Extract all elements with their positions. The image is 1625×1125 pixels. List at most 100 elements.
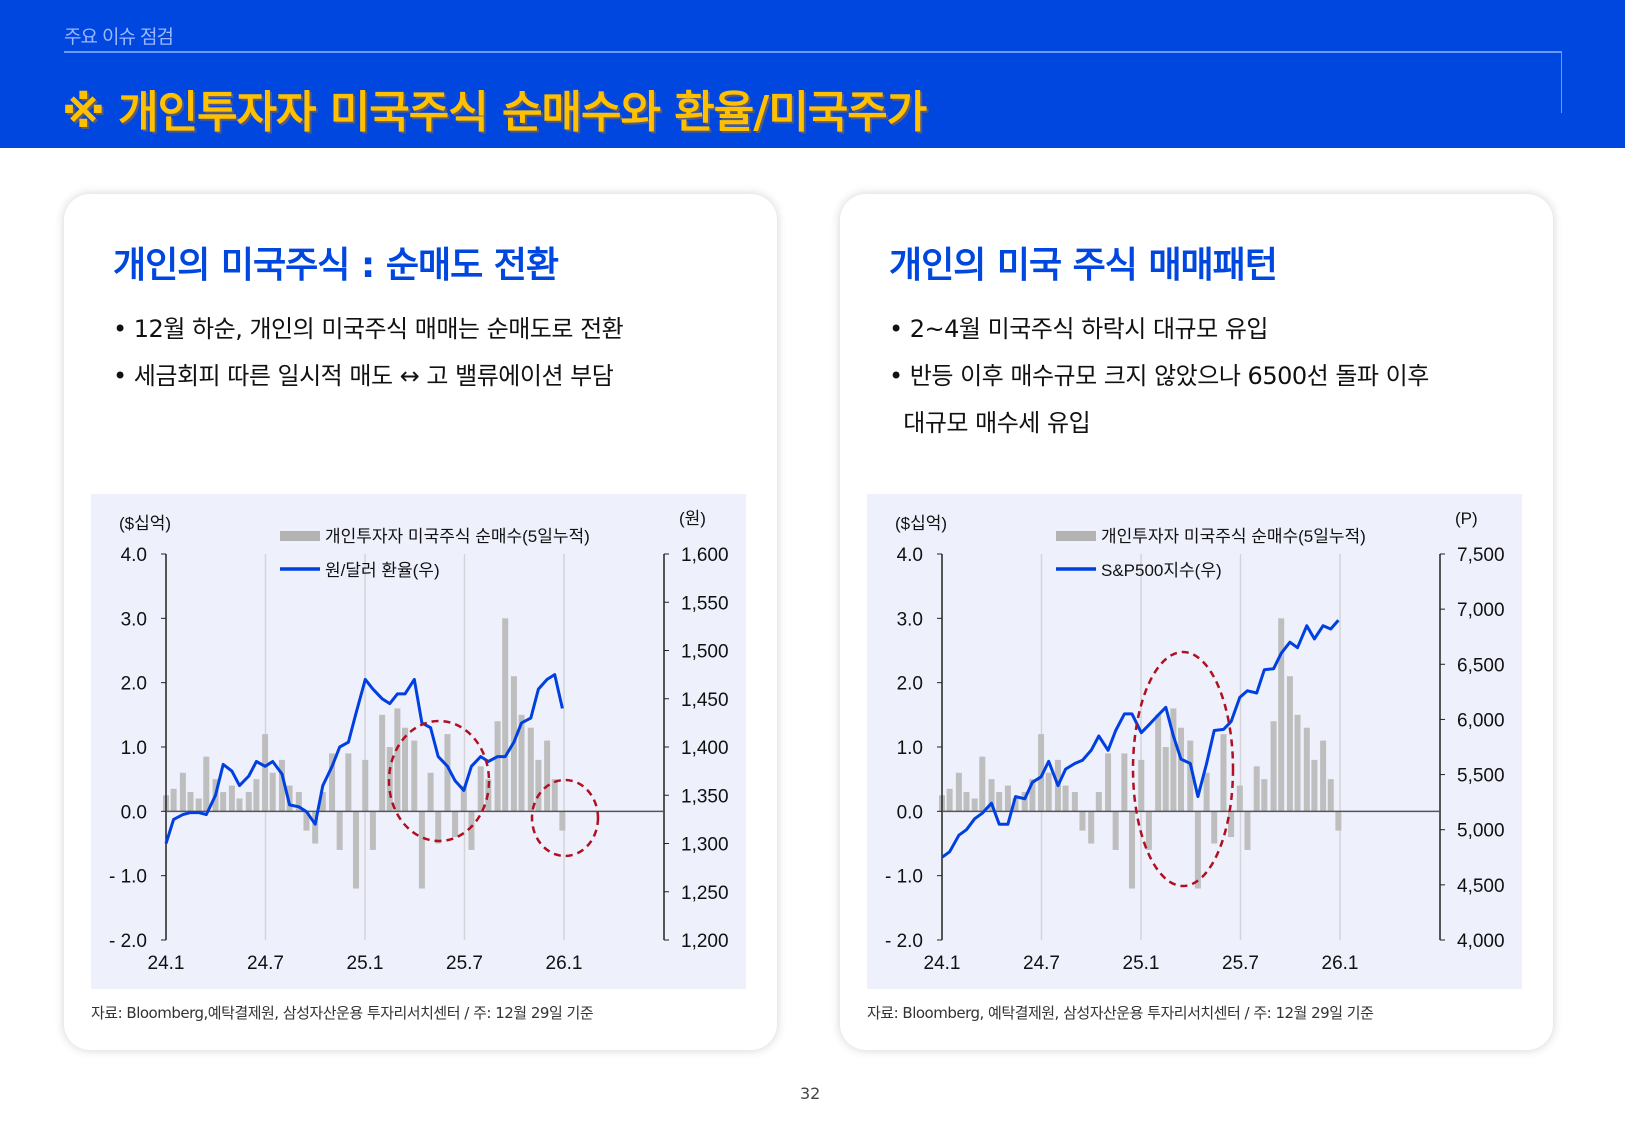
net-buy-bar [1320, 740, 1327, 812]
net-buy-bar [312, 811, 319, 844]
highlight-circle [1131, 650, 1235, 888]
net-buy-bar [1029, 779, 1036, 812]
y-tick-label-right: 1,550 [681, 593, 729, 614]
net-buy-bar [228, 785, 235, 812]
net-buy-bar [1261, 779, 1268, 812]
net-buy-bar [418, 811, 425, 889]
net-buy-bar [494, 721, 501, 812]
bullet: 대규모 매수세 유입 [889, 409, 1091, 437]
y-tick-label-left: - 2.0 [885, 931, 923, 952]
header-divider-vertical [1561, 51, 1562, 113]
y-tick-label-right: 7,000 [1457, 600, 1505, 621]
net-buy-bar [1105, 753, 1112, 812]
y-tick-label-right: 5,500 [1457, 766, 1505, 787]
fx-chart: 24.1 24.7 25.1 25.7 26.1 4.0 3.0 2.0 1.0 0.0 - 1.0… [109, 509, 729, 974]
card-right: 개인의 미국 주식 매매패턴 • 2~4월 미국주식 하락시 대규모 유입 • … [840, 194, 1553, 1050]
net-buy-bar [551, 779, 558, 812]
y-tick-label-left: 4.0 [897, 545, 923, 566]
y-tick-label-left: 1.0 [121, 738, 147, 759]
net-buy-bar [1145, 811, 1152, 850]
net-buy-bar [1079, 811, 1086, 831]
y-tick-label-left: - 1.0 [885, 867, 923, 888]
x-tick-label: 24.1 [148, 953, 185, 974]
x-tick-label: 24.7 [247, 953, 284, 974]
net-buy-bar [220, 792, 227, 812]
net-buy-bar [1088, 811, 1095, 844]
net-buy-bar [319, 792, 326, 812]
net-buy-bar [1187, 740, 1194, 812]
net-buy-bar [979, 756, 986, 812]
net-buy-bar [1121, 753, 1128, 812]
net-buy-bar [1129, 811, 1136, 889]
header-banner: 주요 이슈 점검 ※ 개인투자자 미국주식 순매수와 환율/미국주가 [0, 0, 1625, 148]
x-tick-label: 24.7 [1023, 953, 1060, 974]
y-tick-label-right: 1,350 [681, 786, 729, 807]
net-buy-bar [1004, 785, 1011, 812]
y-tick-label-left: 0.0 [897, 802, 923, 823]
y-tick-label-left: 4.0 [121, 545, 147, 566]
net-buy-bar [1178, 727, 1185, 812]
net-buy-bar [1194, 811, 1201, 889]
x-tick-label: 25.7 [446, 953, 483, 974]
section-label: 주요 이슈 점검 [64, 26, 174, 48]
net-buy-bar [559, 811, 566, 831]
bullet: • 2~4월 미국주식 하락시 대규모 유입 [889, 315, 1269, 343]
net-buy-bar [963, 792, 970, 812]
net-buy-bar [1294, 714, 1301, 812]
net-buy-bar [1236, 785, 1243, 812]
bullet: • 반등 이후 매수규모 크지 않았으나 6500선 돌파 이후 [889, 362, 1429, 390]
y-tick-label-left: 3.0 [897, 609, 923, 630]
net-buy-bar [971, 798, 978, 812]
net-buy-bar [369, 811, 376, 850]
net-buy-bar [402, 727, 409, 812]
y-tick-label-left: 3.0 [121, 609, 147, 630]
y-axis-unit-right: (P) [1455, 509, 1478, 528]
net-buy-bar [955, 772, 962, 812]
y-tick-label-right: 4,500 [1457, 876, 1505, 897]
net-buy-bar [278, 759, 285, 812]
net-buy-bar [1286, 676, 1293, 812]
net-buy-bar [1071, 792, 1078, 812]
y-tick-label-right: 1,400 [681, 738, 729, 759]
net-buy-bar [1278, 618, 1285, 812]
net-buy-bar [187, 792, 194, 812]
net-buy-bar [527, 727, 534, 812]
net-buy-bar [1311, 759, 1318, 812]
net-buy-bar [262, 734, 269, 812]
net-buy-bar [1155, 714, 1162, 812]
net-buy-bar [179, 772, 186, 812]
source-note: 자료: Bloomberg, 예탁결제원, 삼성자산운용 투자리서치센터 / 주… [867, 1004, 1374, 1022]
net-buy-bar [253, 779, 260, 812]
y-axis-unit-left: ($십억) [119, 514, 171, 533]
net-buy-bar [1012, 798, 1019, 812]
net-buy-bar [1228, 811, 1235, 838]
net-buy-bar [1062, 785, 1069, 812]
y-tick-label-right: 7,500 [1457, 545, 1505, 566]
card-heading: 개인의 미국 주식 매매패턴 [889, 245, 1278, 286]
net-buy-bar [286, 785, 293, 812]
net-buy-bar [1335, 811, 1342, 831]
legend-swatch-bar [1056, 531, 1096, 541]
net-buy-bar [345, 753, 352, 812]
highlight-circle [387, 719, 491, 843]
net-buy-bar [435, 811, 442, 844]
legend-label-bar: 개인투자자 미국주식 순매수(5일누적) [325, 527, 590, 546]
net-buy-bar [1045, 772, 1052, 812]
net-buy-bar [1112, 811, 1119, 850]
net-buy-bar [444, 734, 451, 812]
net-buy-bar [236, 798, 243, 812]
net-buy-bar [1170, 708, 1177, 812]
bullet: • 세금회피 따른 일시적 매도 ↔ 고 밸류에이션 부담 [113, 362, 614, 390]
net-buy-bar [996, 792, 1003, 812]
net-buy-bar [1211, 811, 1218, 844]
legend-label-line: S&P500지수(우) [1101, 561, 1222, 580]
net-buy-bar [427, 772, 434, 812]
net-buy-bar [336, 811, 343, 850]
y-axis-unit-right: (원) [679, 509, 706, 528]
legend-label-bar: 개인투자자 미국주식 순매수(5일누적) [1101, 527, 1366, 546]
net-buy-bar [477, 766, 484, 812]
net-buy-bar [411, 740, 418, 812]
source-note: 자료: Bloomberg,예탁결제원, 삼성자산운용 투자리서치센터 / 주:… [91, 1004, 594, 1022]
y-tick-label-right: 6,000 [1457, 710, 1505, 731]
legend-label-line: 원/달러 환율(우) [325, 561, 440, 580]
